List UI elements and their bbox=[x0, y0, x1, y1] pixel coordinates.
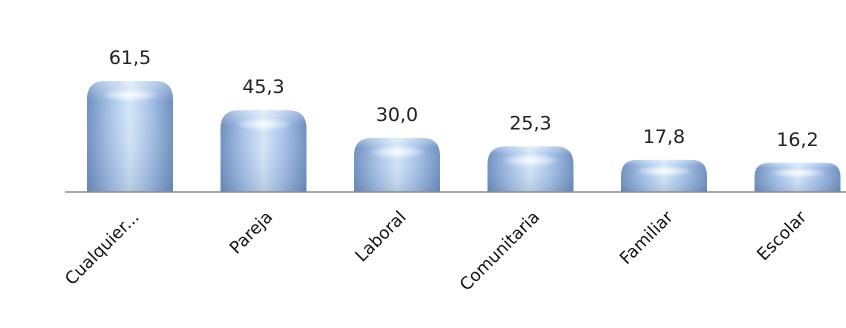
category-label-familiar: Familiar bbox=[616, 207, 677, 268]
value-label-familiar: 17,8 bbox=[643, 126, 685, 148]
category-label-cualquier: Cualquier... bbox=[61, 207, 143, 289]
bar-highlight-pareja bbox=[234, 117, 293, 132]
value-label-escolar: 16,2 bbox=[776, 129, 818, 151]
value-label-comunitaria: 25,3 bbox=[509, 112, 551, 134]
value-labels-group: 61,5 45,3 30,0 25,3 17,8 16,2 bbox=[109, 47, 819, 151]
category-label-pareja: Pareja bbox=[226, 207, 277, 258]
bar-shade-comunitaria bbox=[487, 146, 574, 192]
bar-highlight-escolar bbox=[768, 167, 827, 179]
bar-highlight-cualquier bbox=[100, 88, 160, 102]
bar-highlight-comunitaria bbox=[501, 153, 560, 168]
category-label-laboral: Laboral bbox=[352, 207, 411, 266]
bar-shade-cualquier bbox=[87, 81, 173, 192]
value-label-cualquier: 61,5 bbox=[109, 47, 151, 69]
category-label-comunitaria: Comunitaria bbox=[456, 207, 544, 295]
category-labels-group: Cualquier... Pareja Laboral Comunitaria Fami… bbox=[61, 207, 811, 295]
value-label-pareja: 45,3 bbox=[242, 76, 284, 98]
value-label-laboral: 30,0 bbox=[376, 104, 418, 126]
category-label-escolar: Escolar bbox=[753, 207, 811, 265]
bars-group bbox=[87, 81, 841, 192]
bar-shade-pareja bbox=[220, 110, 307, 192]
bar-highlight-laboral bbox=[367, 144, 427, 159]
bar-highlight-familiar bbox=[634, 165, 694, 177]
